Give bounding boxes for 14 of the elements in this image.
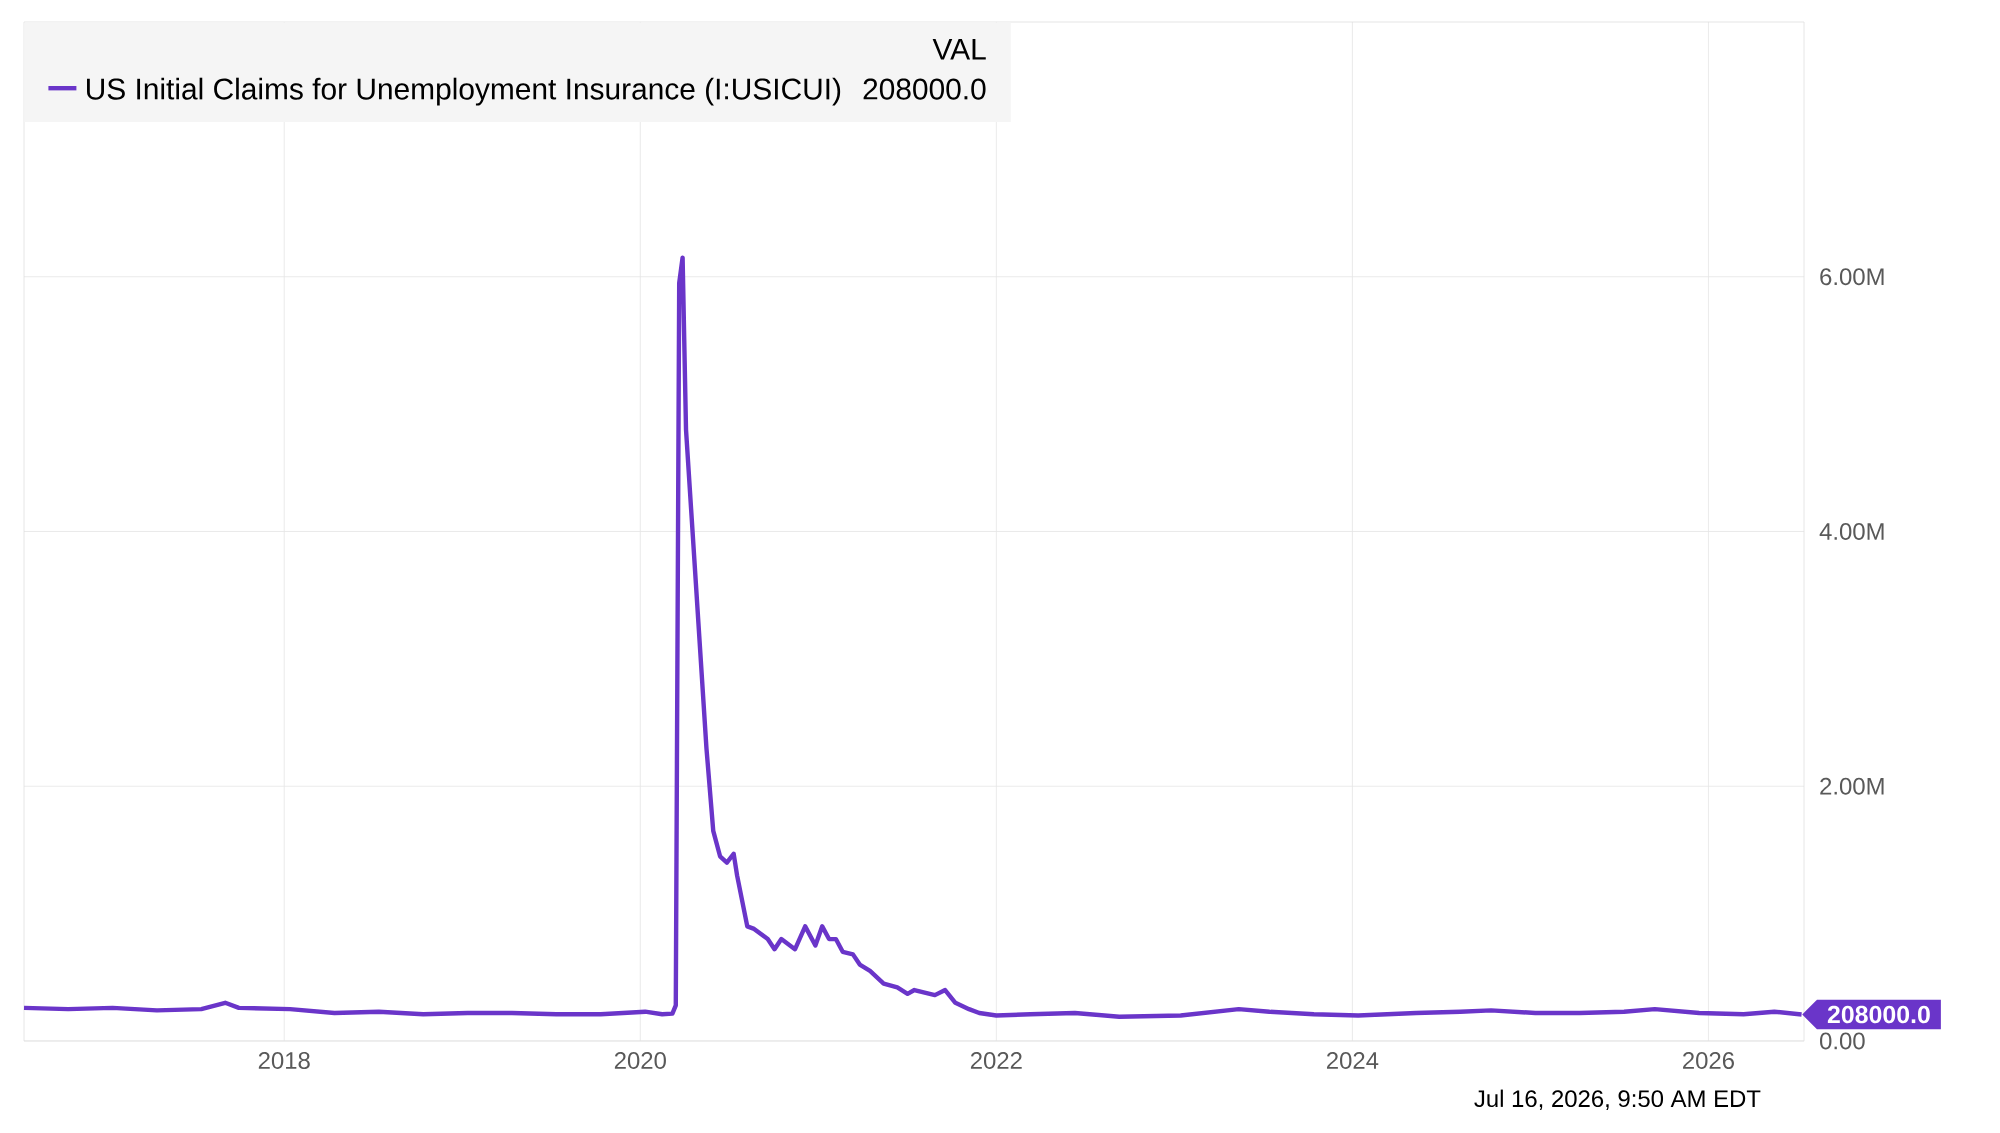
annotation: 208000.0 <box>1827 1005 1930 1024</box>
y-tick-label: 2.00M <box>1820 777 1884 795</box>
x-tick-label: 2018 <box>258 1052 310 1069</box>
x-tick-label: 2022 <box>970 1052 1022 1069</box>
x-tick-label: 2024 <box>1326 1052 1379 1069</box>
y-tick-label: 6.00M <box>1820 268 1884 286</box>
y-tick-label: 4.00M <box>1819 523 1884 540</box>
y-tick-label: 0.00 <box>1820 1032 1865 1050</box>
x-tick-label: 2026 <box>1683 1052 1734 1069</box>
x-tick-label: 2020 <box>614 1052 666 1069</box>
text: Jul 16, 2026, 9:50 AM EDT <box>1474 1089 1761 1110</box>
annotation: 208000.0 <box>863 78 986 100</box>
legend-label: US Initial Claims for Unemployment Insurance (I:USICUI) <box>87 77 841 106</box>
legend-title: VAL <box>932 38 986 60</box>
